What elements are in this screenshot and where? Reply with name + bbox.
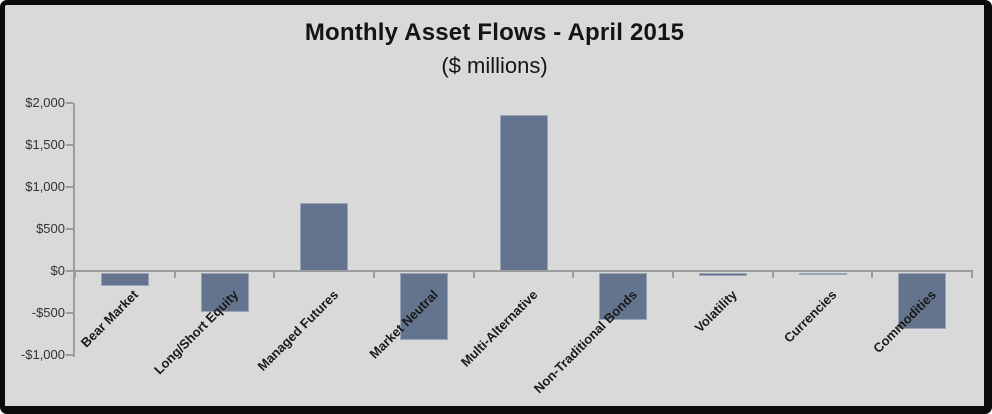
y-axis-label: $0	[50, 263, 65, 278]
y-axis-tick	[66, 312, 73, 314]
y-axis-label: -$500	[31, 305, 65, 320]
y-axis-tick	[66, 270, 73, 272]
category-tick	[173, 270, 176, 278]
category-label: Non-Traditional Bonds	[530, 287, 640, 397]
bar	[300, 202, 349, 271]
category-tick	[871, 270, 874, 278]
category-label: Volatility	[691, 287, 740, 336]
bar	[200, 273, 249, 313]
plot-area: $2,000 $1,500 $1,000 $500 $0 -$500 -$1,000 Bear…	[21, 95, 973, 396]
bar	[499, 114, 548, 271]
bar	[100, 273, 149, 286]
y-axis-tick	[66, 102, 73, 104]
category-label: Bear Market	[78, 287, 142, 351]
category-label: Long/Short Equity	[150, 287, 242, 378]
bar	[599, 273, 648, 321]
category-tick	[771, 270, 774, 278]
y-axis-label: $500	[36, 221, 65, 236]
bar	[399, 273, 448, 341]
y-axis-tick	[66, 354, 73, 356]
bar	[698, 273, 747, 276]
y-axis-label: $1,500	[25, 137, 65, 152]
category-label: Multi-Alternative	[457, 287, 541, 370]
chart-title: Monthly Asset Flows - April 2015	[304, 19, 685, 46]
y-axis-label: $2,000	[25, 95, 65, 110]
x-axis-line	[73, 270, 972, 272]
category-tick	[74, 270, 76, 278]
chart-subtitle: ($ millions)	[441, 53, 548, 78]
y-axis-tick	[66, 186, 73, 188]
category-label: Currencies	[780, 287, 840, 346]
category-tick	[472, 270, 475, 278]
y-axis-tick	[66, 144, 73, 146]
y-axis-label: -$1,000	[20, 347, 65, 362]
y-axis-line	[73, 103, 75, 357]
category-tick	[273, 270, 276, 278]
y-axis-label: $1,000	[25, 179, 65, 194]
category-tick	[572, 270, 575, 278]
bar	[798, 273, 847, 275]
y-axis-tick	[66, 228, 73, 230]
bar	[898, 273, 947, 330]
category-tick	[672, 270, 674, 278]
category-tick	[971, 270, 973, 278]
category-tick	[373, 270, 375, 278]
category-label: Managed Futures	[254, 287, 341, 374]
